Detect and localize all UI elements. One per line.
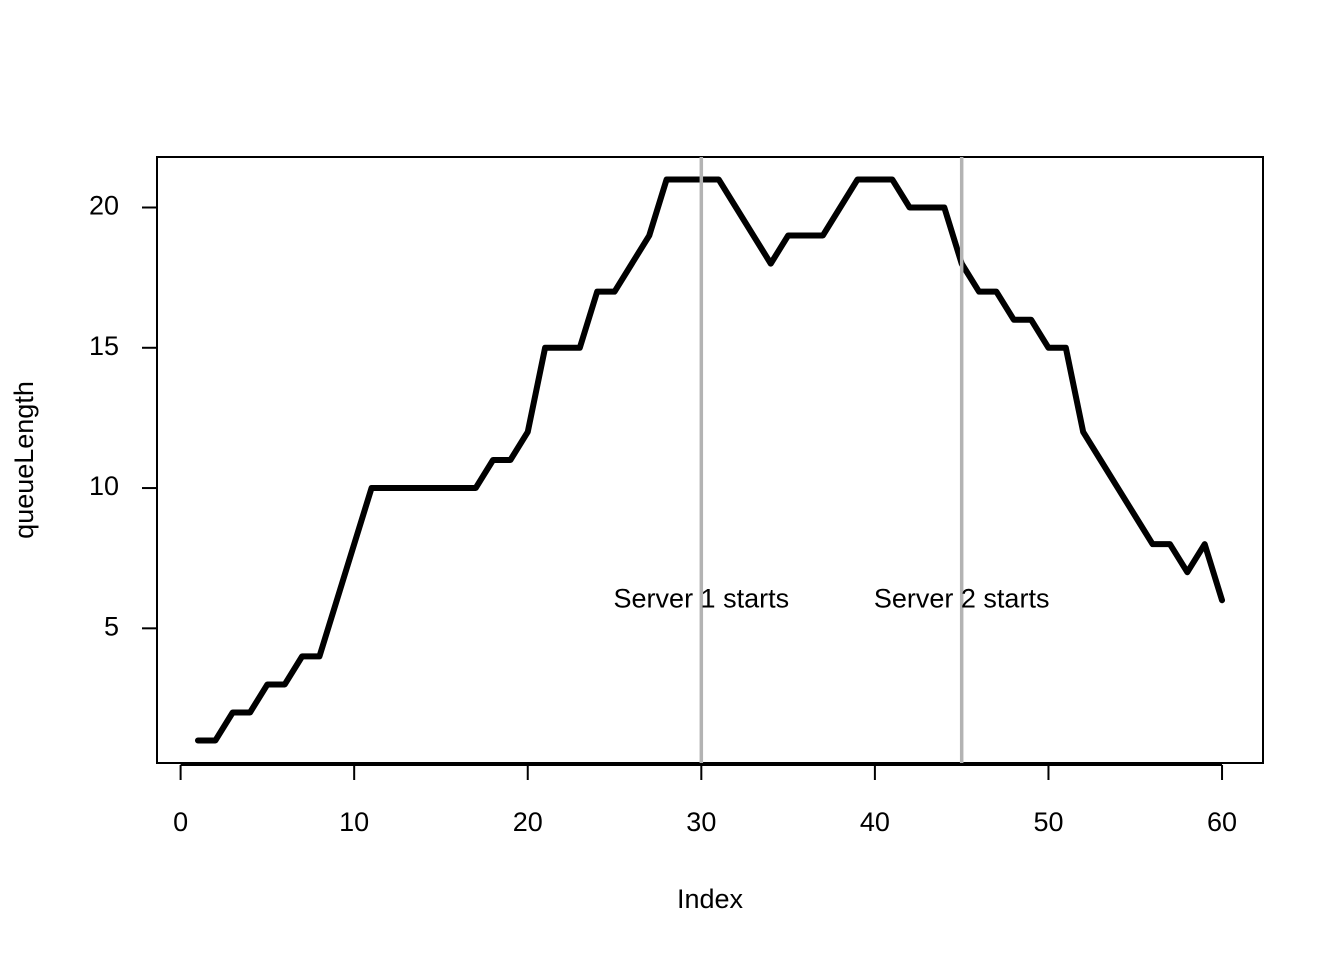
x-tick-label: 10 xyxy=(339,807,369,837)
x-tick-label: 30 xyxy=(686,807,716,837)
x-tick-label: 20 xyxy=(513,807,543,837)
annotation: Server 1 starts xyxy=(614,583,790,613)
x-tick-label: 0 xyxy=(173,807,188,837)
y-tick-label: 15 xyxy=(89,331,119,361)
x-axis-title: Index xyxy=(677,884,744,914)
x-tick-label: 40 xyxy=(860,807,890,837)
y-axis-title: queueLength xyxy=(9,381,39,539)
x-tick-label: 50 xyxy=(1033,807,1063,837)
x-tick-label: 60 xyxy=(1207,807,1237,837)
y-tick-label: 20 xyxy=(89,191,119,221)
data-line xyxy=(194,176,1226,744)
y-tick-label: 10 xyxy=(89,471,119,501)
y-tick-label: 5 xyxy=(104,611,119,641)
annotation: Server 2 starts xyxy=(874,583,1050,613)
